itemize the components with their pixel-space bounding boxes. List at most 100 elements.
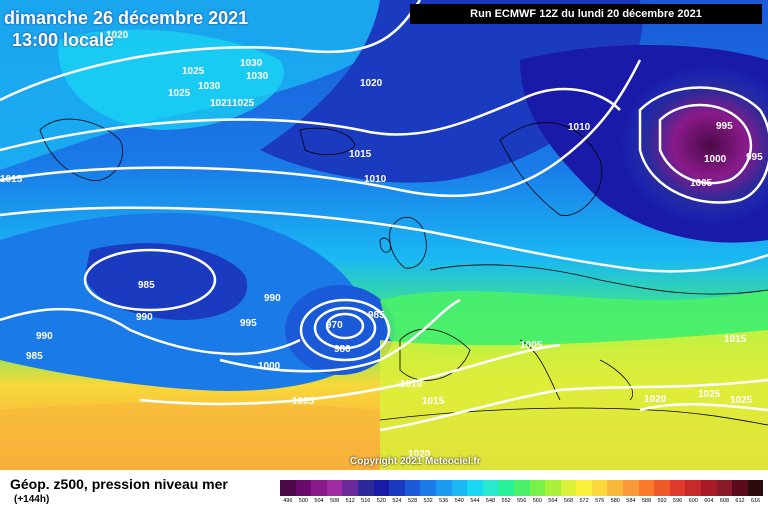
isobar-1005: [0, 206, 768, 273]
pressure-label: 1010: [568, 122, 591, 133]
isobar-1000: [219, 298, 461, 373]
scale-swatch-label: 544: [470, 498, 480, 504]
color-scale: 496 500 504 508 512 516 520 524 528 532 536 540 544 5…: [280, 480, 764, 504]
scale-swatch-label: 568: [563, 498, 574, 504]
pressure-label: 1020: [106, 30, 129, 41]
isobar-970: [325, 312, 365, 340]
biscay-low-fill: [285, 285, 395, 375]
greenland-ridge: [58, 29, 284, 130]
pressure-label: 990: [136, 312, 153, 323]
pressure-label: 1020: [408, 449, 431, 460]
isobar-1025-southeast: [639, 402, 768, 412]
atlantic-low-core: [85, 243, 248, 320]
scale-swatch: 592: [654, 480, 670, 504]
pressure-label: 1025: [698, 389, 721, 400]
forecast-time: 13:00 locale: [12, 30, 115, 50]
weather-map: 1020 1025 1030 1030 1030 1025 1030 1021 …: [0, 0, 768, 470]
scale-swatch: 512: [342, 480, 358, 504]
scale-swatch-label: 572: [579, 498, 589, 504]
scale-swatch: 540: [451, 480, 468, 504]
scale-swatch-label: 524: [392, 498, 402, 504]
pressure-label: 1010: [400, 379, 423, 390]
scale-swatch-label: 576: [595, 498, 605, 504]
scale-swatch: 524: [389, 480, 405, 504]
scale-swatch: 568: [560, 480, 577, 504]
pressure-label: 1030: [198, 81, 221, 92]
scale-swatch-label: 584: [626, 498, 636, 504]
scale-swatch: 496: [280, 480, 296, 504]
italy-coast: [519, 339, 561, 401]
pressure-label: 1015: [724, 334, 747, 345]
pressure-label: 995: [240, 318, 257, 329]
scale-swatch: 576: [591, 480, 608, 504]
scale-swatch-label: 532: [423, 498, 433, 504]
ireland-coast: [379, 237, 391, 253]
pressure-labels: 1020 1025 1030 1030 1030 1025 1030 1021 …: [0, 30, 763, 460]
scale-swatch-label: 564: [548, 498, 558, 504]
pressure-label: 995: [746, 152, 763, 163]
isobar-995-east: [658, 103, 753, 185]
scale-swatch: 564: [545, 480, 561, 504]
map-canvas: 1020 1025 1030 1030 1030 1025 1030 1021 …: [0, 0, 768, 470]
scale-swatch-label: 520: [376, 498, 386, 504]
pressure-label: 995: [716, 121, 733, 132]
pressure-label: 1025: [232, 98, 255, 109]
isobar-1025: [0, 0, 422, 102]
pressure-label: 1015: [422, 396, 445, 407]
scale-swatch-label: 548: [485, 498, 496, 504]
scale-swatch-label: 608: [719, 498, 730, 504]
scale-swatch: 536: [435, 480, 452, 504]
scale-swatch: 588: [638, 480, 655, 504]
isobar-985-west: [83, 248, 217, 312]
pressure-label: 1005: [690, 178, 713, 189]
isobar-1010: [0, 59, 642, 198]
scale-swatch-label: 508: [329, 498, 340, 504]
pressure-label: 1025: [730, 395, 753, 406]
pressure-label: 990: [36, 331, 53, 342]
pressure-label: 1005: [520, 340, 543, 351]
iceland-coast: [299, 127, 356, 155]
scale-swatch-label: 616: [751, 498, 761, 504]
scale-swatch: 584: [623, 480, 639, 504]
scale-swatch: 604: [701, 480, 717, 504]
pressure-label: 1025: [168, 88, 191, 99]
scale-swatch: 600: [685, 480, 702, 504]
scale-swatch-label: 552: [501, 498, 511, 504]
scale-swatch: 544: [467, 480, 483, 504]
isobar-980: [299, 298, 391, 362]
pressure-label: 1015: [0, 174, 23, 185]
scale-swatch: 596: [669, 480, 686, 504]
orange-belt: [0, 402, 380, 470]
scale-swatch: 516: [357, 480, 374, 504]
scale-swatch-label: 596: [673, 498, 683, 504]
pressure-label: 970: [326, 320, 343, 331]
pressure-label: 990: [264, 293, 281, 304]
scale-swatch-label: 592: [657, 498, 667, 504]
pressure-label: 1005: [292, 396, 315, 407]
scale-swatch-label: 612: [735, 498, 745, 504]
scale-swatch-label: 528: [407, 498, 418, 504]
scale-swatch-label: 600: [688, 498, 698, 504]
pressure-label: 1015: [349, 149, 372, 160]
scale-swatch: 508: [326, 480, 343, 504]
scale-swatch: 608: [716, 480, 733, 504]
pressure-label: 1020: [360, 78, 383, 89]
scale-swatch: 560: [529, 480, 546, 504]
legend-footer: Géop. z500, pression niveau mer (+144h) …: [0, 470, 768, 512]
scale-swatch-label: 580: [610, 498, 620, 504]
scale-swatch-label: 588: [641, 498, 652, 504]
scale-swatch: 520: [373, 480, 390, 504]
continent-north-coast: [429, 264, 768, 295]
scale-swatch: 532: [420, 480, 436, 504]
copyright-notice: Copyright 2021 Meteociel.fr: [350, 456, 481, 467]
isobar-990: [0, 307, 301, 356]
scale-swatch-label: 560: [532, 498, 542, 504]
pressure-label: 1000: [258, 361, 281, 372]
uk-coast: [389, 217, 427, 269]
scale-swatch-label: 516: [361, 498, 371, 504]
isobar-1005-south: [139, 343, 561, 406]
scandinavia-low-fill: [620, 65, 768, 225]
legend-title: Géop. z500, pression niveau mer: [10, 476, 228, 492]
pressure-label: 985: [368, 310, 385, 321]
scale-swatch-label: 504: [314, 498, 324, 504]
